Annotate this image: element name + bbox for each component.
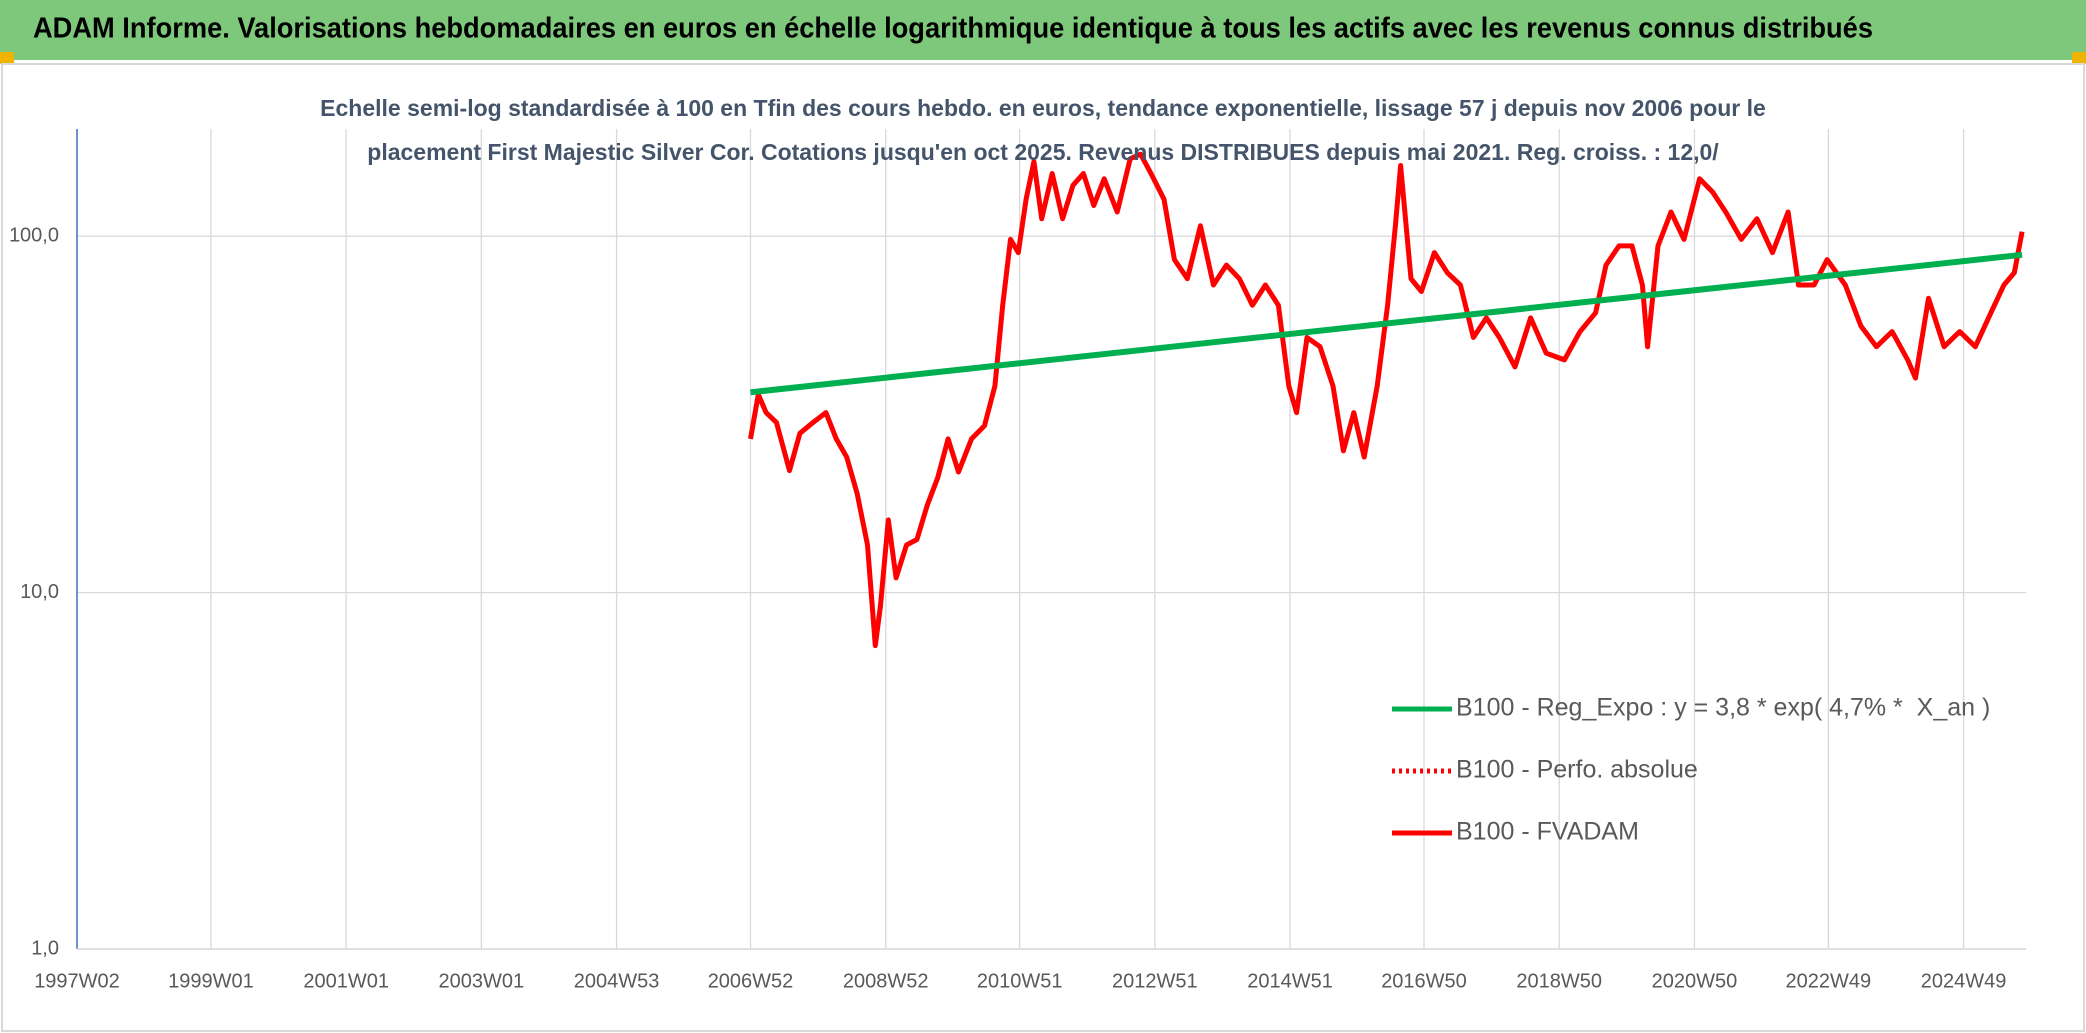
corner-mark: [0, 52, 14, 64]
x-tick-label: 1997W02: [34, 970, 120, 992]
grid: 1,0 10,0 100,0 1997W02 1999W01 2001W01 2003W01…: [9, 129, 2026, 992]
chart-frame: [1, 63, 2085, 1032]
x-tick-label: 2018W50: [1516, 970, 1602, 992]
y-tick-label: 1,0: [31, 937, 59, 959]
chart-title: ADAM Informe. Valorisations hebdomadaire…: [33, 13, 1873, 45]
series-line: [750, 251, 2023, 396]
chart-subtitle: Echelle semi-log standardisée à 100 en T…: [320, 95, 1766, 165]
x-tick-label: 2010W51: [977, 970, 1063, 992]
x-tick-label: 2006W52: [708, 970, 794, 992]
legend-label: B100 - Reg_Expo : y = 3,8 * exp( 4,7% * …: [1456, 694, 1990, 722]
x-tick-label: 1999W01: [168, 970, 254, 992]
series-line: [748, 151, 2025, 649]
x-tick-label: 2001W01: [303, 970, 389, 992]
x-tick-label: 2020W50: [1652, 970, 1738, 992]
header-bar: [0, 0, 2086, 60]
y-tick-label: 10,0: [20, 581, 59, 603]
x-tick-label: 2014W51: [1247, 970, 1333, 992]
y-tick-label: 100,0: [9, 225, 59, 247]
legend-label: B100 - Perfo. absolue: [1456, 756, 1698, 784]
x-tick-label: 2008W52: [843, 970, 929, 992]
plot: [748, 151, 2025, 649]
legend-label: B100 - FVADAM: [1456, 818, 1639, 846]
x-tick-label: 2004W53: [574, 970, 660, 992]
x-tick-label: 2024W49: [1921, 970, 2007, 992]
x-tick-label: 2003W01: [439, 970, 525, 992]
corner-mark: [2072, 52, 2086, 64]
legend: B100 - Reg_Expo : y = 3,8 * exp( 4,7% * …: [1392, 694, 1990, 846]
x-tick-label: 2022W49: [1786, 970, 1872, 992]
x-tick-label: 2012W51: [1112, 970, 1198, 992]
x-tick-label: 2016W50: [1381, 970, 1467, 992]
